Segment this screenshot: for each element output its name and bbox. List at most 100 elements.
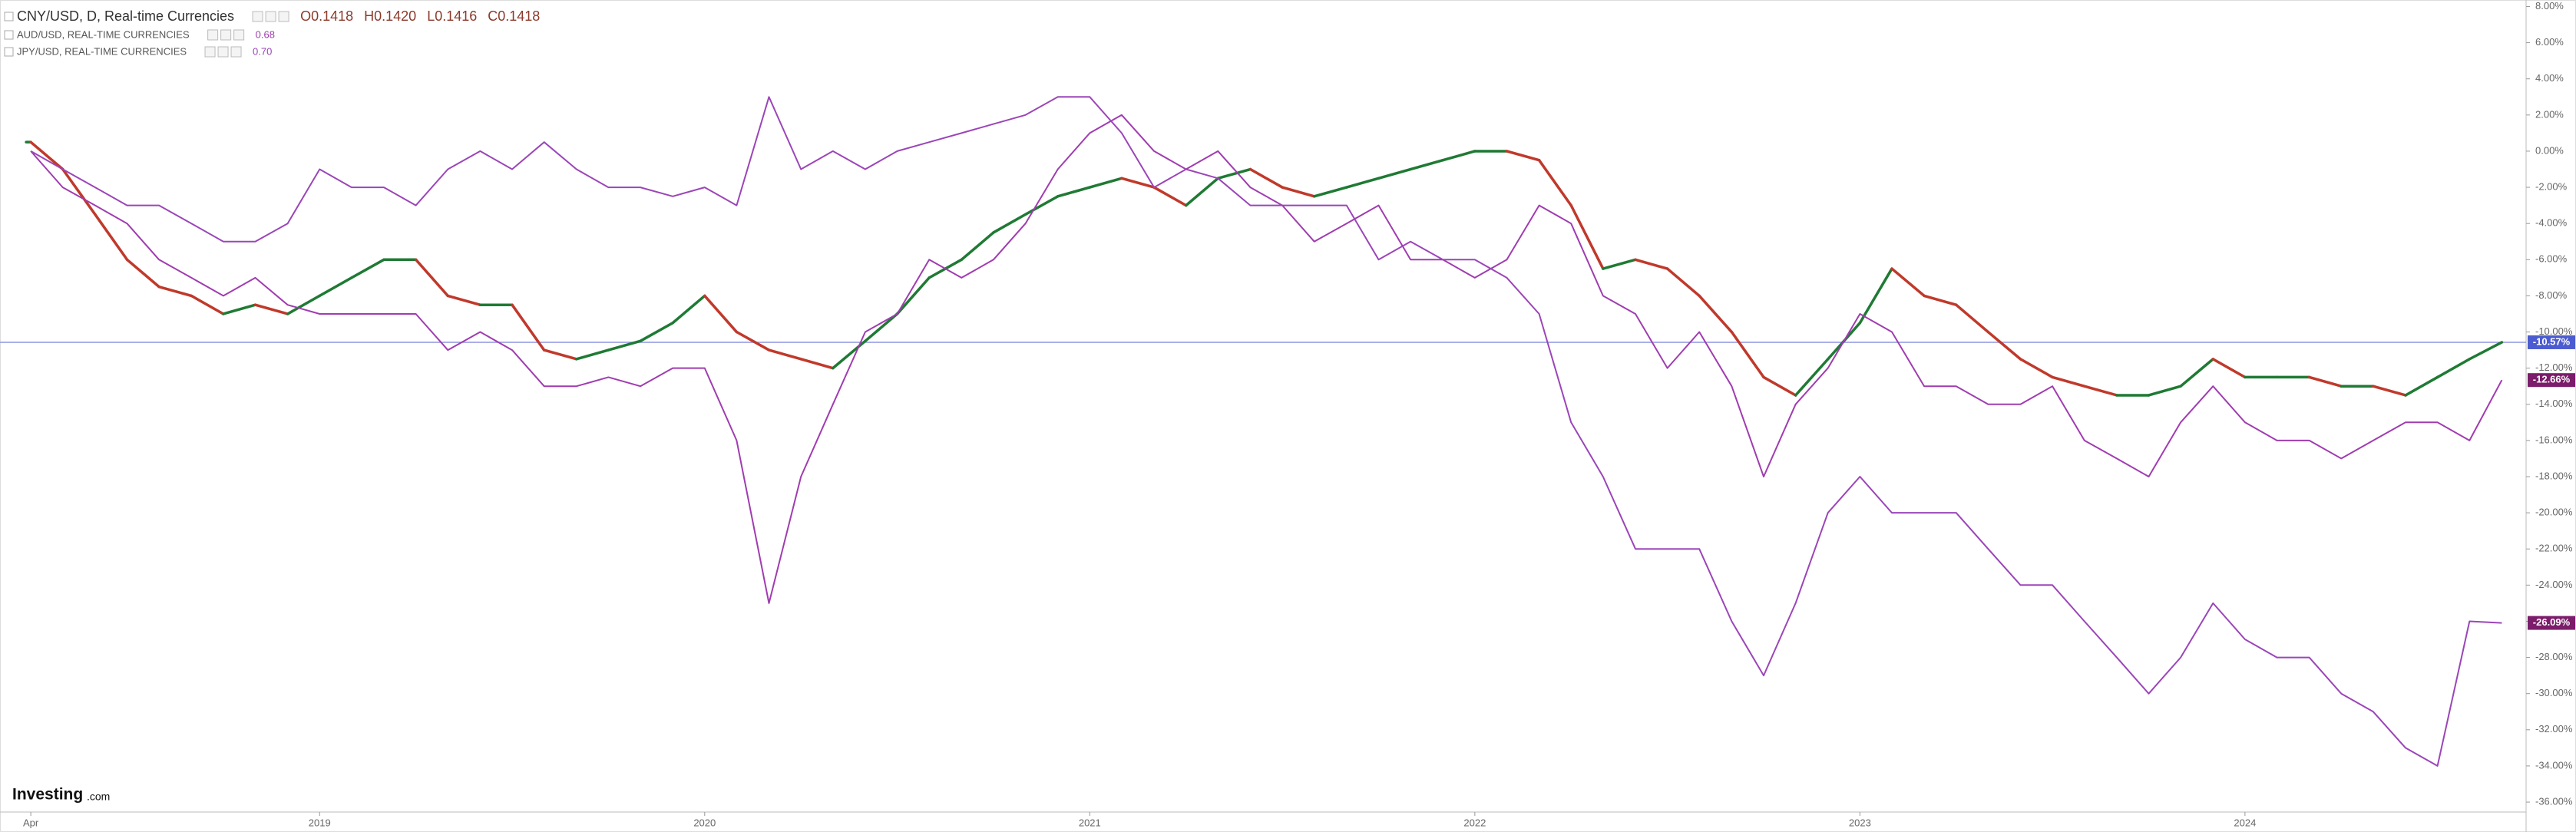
series-button[interactable]	[220, 29, 232, 41]
y-tick-label: -8.00%	[2535, 289, 2568, 301]
value-badge-label: -10.57%	[2533, 335, 2571, 347]
value-badge	[2528, 616, 2575, 630]
price-segment	[799, 358, 835, 370]
price-segment	[1023, 195, 1060, 216]
series-name: CNY/USD, D, Real-time Currencies	[17, 8, 234, 24]
y-tick-label: -20.00%	[2535, 507, 2573, 518]
y-tick-label: -36.00%	[2535, 795, 2573, 807]
price-segment	[1088, 177, 1123, 189]
price-segment	[832, 339, 867, 370]
price-segment	[1248, 167, 1284, 189]
price-segment	[864, 312, 899, 343]
price-segment	[1634, 258, 1669, 270]
price-segment	[2468, 341, 2504, 361]
x-tick-label: 2024	[2234, 817, 2256, 828]
price-segment	[94, 213, 129, 262]
series-line	[30, 96, 2502, 767]
price-segment	[2147, 385, 2182, 397]
price-segment	[2051, 375, 2086, 388]
collapse-box	[4, 47, 14, 57]
price-segment	[61, 167, 97, 216]
price-segment	[2307, 375, 2343, 388]
price-segment	[1537, 158, 1572, 207]
logo-suffix: .com	[87, 791, 110, 803]
header-value: 0.68	[256, 28, 275, 40]
logo: Investing .com	[12, 786, 110, 804]
price-segment	[2404, 375, 2439, 397]
price-segment	[960, 231, 995, 262]
price-segment	[318, 276, 353, 298]
series-button[interactable]	[233, 29, 245, 41]
x-tick-label: 2023	[1849, 817, 1871, 828]
price-segment	[639, 321, 674, 343]
price-segment	[414, 258, 450, 298]
series-name: AUD/USD, REAL-TIME CURRENCIES	[17, 28, 190, 40]
price-segment	[895, 276, 931, 315]
price-segment	[1923, 294, 1958, 306]
series-button[interactable]	[207, 29, 219, 41]
series-button[interactable]	[265, 11, 276, 22]
price-segment	[1120, 177, 1156, 189]
price-segment	[1858, 267, 1893, 325]
series-button[interactable]	[230, 46, 242, 58]
price-segment	[1281, 186, 1316, 198]
price-segment	[1890, 267, 1926, 298]
series-button[interactable]	[204, 46, 216, 58]
price-segment	[1954, 303, 1990, 334]
price-segment	[703, 294, 739, 334]
price-segment	[1602, 258, 1637, 270]
series-name: JPY/USD, REAL-TIME CURRENCIES	[17, 45, 187, 57]
price-segment	[1730, 330, 1765, 379]
price-segment	[1152, 186, 1188, 207]
price-segment	[2083, 385, 2118, 397]
header-value: L0.1416	[427, 8, 477, 24]
price-segment	[1312, 186, 1348, 198]
price-segment	[1056, 186, 1092, 198]
y-tick-label: -22.00%	[2535, 543, 2573, 554]
price-segment	[157, 285, 193, 298]
price-segment	[767, 348, 802, 361]
value-badge	[2528, 335, 2575, 349]
y-tick-label: 0.00%	[2535, 144, 2564, 156]
price-segment	[1794, 358, 1830, 397]
series-button[interactable]	[217, 46, 229, 58]
price-segment	[735, 330, 771, 352]
value-badge-label: -26.09%	[2533, 616, 2571, 628]
price-segment	[2179, 358, 2215, 388]
series-line	[30, 114, 2503, 604]
price-segment	[1698, 294, 1734, 334]
logo-name: Investing	[12, 786, 83, 804]
y-tick-label: -12.00%	[2535, 362, 2573, 373]
y-tick-label: 6.00%	[2535, 36, 2564, 48]
price-segment	[2435, 358, 2472, 379]
y-tick-label: -4.00%	[2535, 217, 2568, 229]
header-value: C0.1418	[488, 8, 540, 24]
price-segment	[29, 140, 64, 171]
price-segment	[1377, 167, 1412, 180]
y-tick-label: 4.00%	[2535, 72, 2564, 84]
price-segment	[511, 303, 546, 352]
header-value: H0.1420	[364, 8, 416, 24]
y-tick-label: -10.00%	[2535, 325, 2573, 337]
price-segment	[671, 294, 706, 325]
series-button[interactable]	[252, 11, 263, 22]
price-segment	[1441, 150, 1476, 162]
series-button[interactable]	[278, 11, 289, 22]
collapse-box	[4, 30, 14, 40]
price-segment	[446, 294, 482, 306]
price-segment	[350, 258, 385, 279]
price-segment	[607, 339, 642, 352]
y-tick-label: 2.00%	[2535, 108, 2564, 120]
price-segment	[2211, 358, 2247, 379]
x-tick-label: Apr	[23, 817, 39, 828]
y-tick-label: -28.00%	[2535, 651, 2573, 662]
price-segment	[125, 258, 160, 289]
x-tick-label: 2019	[309, 817, 331, 828]
collapse-box	[4, 12, 14, 21]
price-segment	[222, 303, 257, 315]
y-tick-label: -2.00%	[2535, 181, 2568, 193]
price-segment	[1569, 203, 1605, 270]
y-tick-label: -16.00%	[2535, 434, 2573, 445]
